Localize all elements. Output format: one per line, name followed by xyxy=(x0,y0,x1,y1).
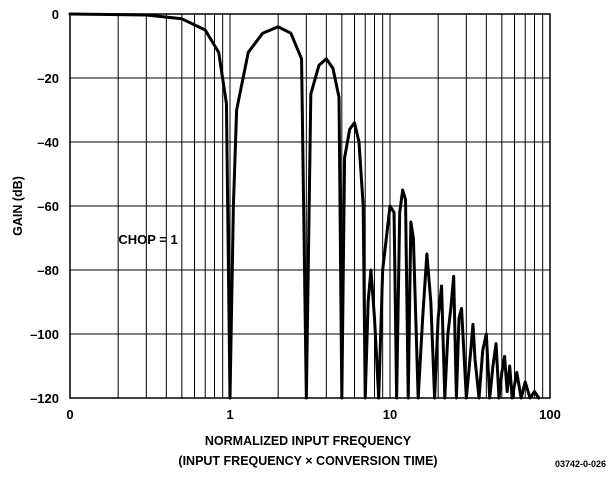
x-tick-label: 10 xyxy=(383,407,397,422)
figure-id: 03742-0-026 xyxy=(555,459,606,469)
x-axis-title-line1: NORMALIZED INPUT FREQUENCY xyxy=(205,434,412,448)
y-tick-label: –100 xyxy=(30,327,59,342)
x-tick-label: 100 xyxy=(539,407,561,422)
y-tick-label: –80 xyxy=(37,263,59,278)
y-tick-label: –20 xyxy=(37,71,59,86)
gain-response-line xyxy=(68,12,541,400)
y-tick-label: 0 xyxy=(52,7,59,22)
x-axis-title-line2: (INPUT FREQUENCY × CONVERSION TIME) xyxy=(178,454,437,468)
y-tick-label: –60 xyxy=(37,199,59,214)
grid xyxy=(70,14,550,398)
chop-annotation: CHOP = 1 xyxy=(118,232,177,247)
x-tick-label: 1 xyxy=(226,407,233,422)
plot-border xyxy=(69,13,551,399)
y-axis-title: GAIN (dB) xyxy=(11,176,25,236)
y-tick-label: –40 xyxy=(37,135,59,150)
plot-frame xyxy=(69,13,551,399)
x-tick-label: 0 xyxy=(66,407,73,422)
tick-labels: 0 –20 –40 –60 –80 –100 –120 0 1 10 100 xyxy=(30,7,561,422)
y-tick-label: –120 xyxy=(30,391,59,406)
series-layer xyxy=(68,12,541,400)
